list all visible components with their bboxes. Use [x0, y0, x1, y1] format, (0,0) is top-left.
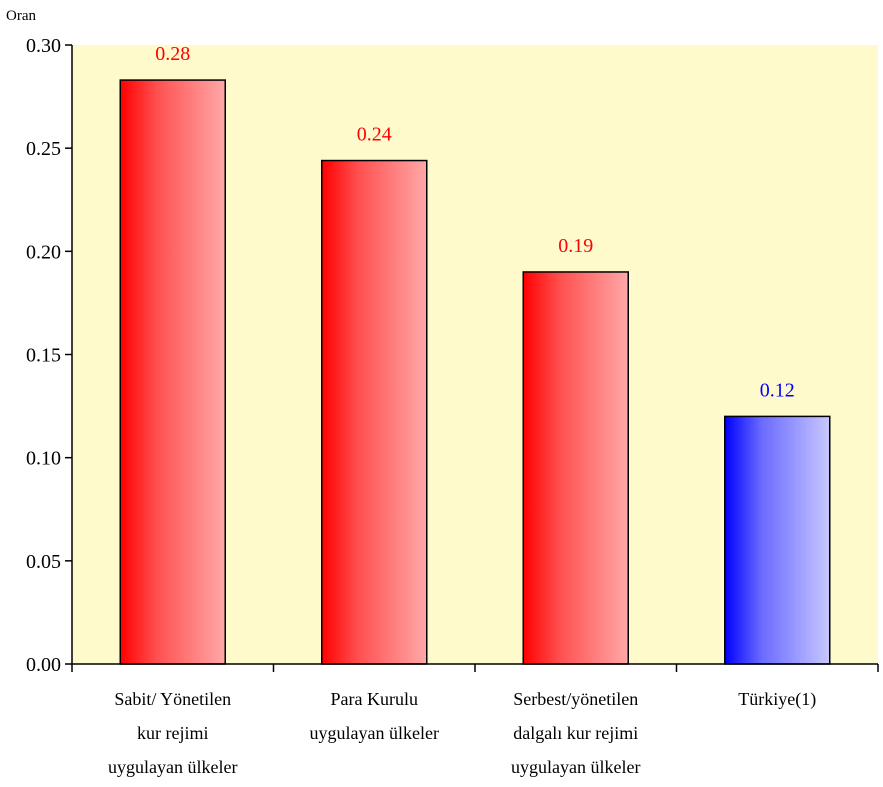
y-tick-label-3: 0.15: [26, 345, 61, 367]
data-label-2: 0.24: [357, 124, 392, 146]
x-tick-label-1-line-2: kur rejimi: [137, 723, 208, 743]
y-tick-label-6: 0.30: [26, 35, 61, 57]
y-tick-label-1: 0.05: [26, 551, 61, 573]
x-tick-label-3-line-2: dalgalı kur rejimi: [513, 723, 638, 743]
y-tick-label-0: 0.00: [26, 654, 61, 676]
bar-2: [321, 159, 428, 665]
x-tick-label-1-line-1: Sabit/ Yönetilen: [114, 689, 231, 709]
x-tick-label-3-line-3: uygulayan ülkeler: [511, 757, 640, 777]
data-label-1: 0.28: [155, 43, 190, 65]
y-tick-label-4: 0.20: [26, 241, 61, 263]
y-tick-label-5: 0.25: [26, 138, 61, 160]
x-tick-label-4-line-1: Türkiye(1): [738, 689, 816, 710]
x-tick-label-2-line-2: uygulayan ülkeler: [310, 723, 439, 743]
x-tick-label-3-line-1: Serbest/yönetilen: [513, 689, 638, 709]
y-axis-title: Oran: [6, 8, 36, 24]
data-label-4: 0.12: [760, 379, 795, 401]
bar-4: [724, 415, 831, 665]
bar-3: [522, 271, 629, 665]
x-tick-label-2-line-1: Para Kurulu: [331, 689, 418, 709]
y-tick-label-2: 0.10: [26, 448, 61, 470]
data-label-3: 0.19: [558, 235, 593, 257]
bar-1: [119, 79, 226, 665]
x-tick-label-1-line-3: uygulayan ülkeler: [108, 757, 237, 777]
